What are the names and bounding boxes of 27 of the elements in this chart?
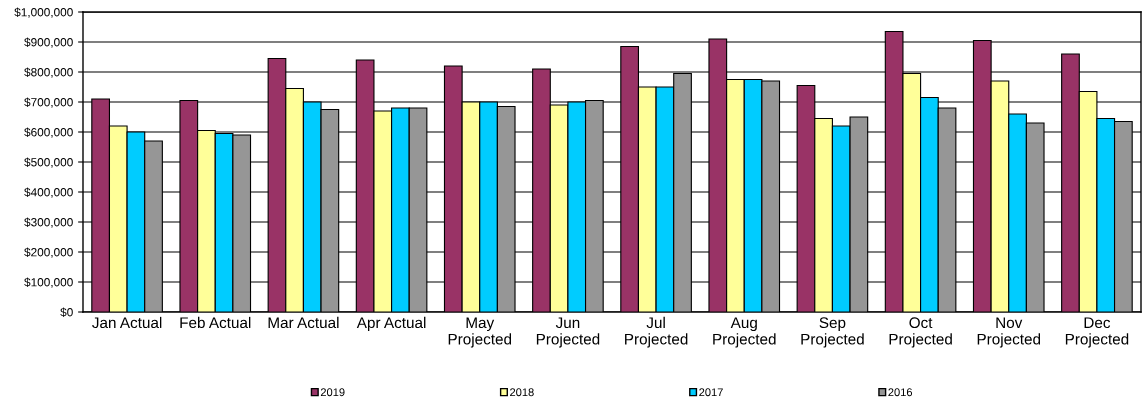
legend-label: 2016: [888, 388, 913, 397]
legend-label: 2018: [510, 388, 534, 397]
y-tick-label: $500,000: [24, 157, 73, 168]
x-tick-label: Dec Projected: [1065, 317, 1129, 348]
y-tick-label: $900,000: [24, 37, 73, 48]
legend-label: 2019: [320, 388, 345, 397]
y-tick-label: $400,000: [24, 187, 73, 198]
x-tick-label: Feb Actual: [180, 316, 251, 329]
x-tick-label: Jun Projected: [536, 317, 600, 348]
x-tick-label: Aug Projected: [713, 317, 776, 348]
y-tick-label: $0: [60, 307, 73, 318]
y-tick-label: $200,000: [24, 247, 73, 258]
x-tick-label: Apr Actual: [356, 316, 426, 332]
x-tick-label: Sep Projected: [801, 317, 864, 348]
x-tick-label: Nov Projected: [977, 317, 1041, 348]
x-tick-label: Jul Projected: [625, 316, 688, 348]
x-tick-label: Oct Projected: [889, 317, 952, 348]
x-tick-label: Mar Actual: [268, 316, 339, 329]
x-tick-label: Jan Actual: [92, 316, 162, 329]
y-tick-label: $300,000: [24, 217, 73, 228]
y-tick-label: $1,000,000: [14, 7, 73, 18]
y-tick-label: $600,000: [24, 127, 73, 138]
legend-label: 2017: [699, 388, 723, 397]
y-tick-label: $800,000: [24, 67, 73, 78]
x-tick-label: May Projected: [448, 317, 512, 348]
y-tick-label: $100,000: [24, 277, 73, 288]
y-tick-label: $700,000: [24, 97, 73, 108]
